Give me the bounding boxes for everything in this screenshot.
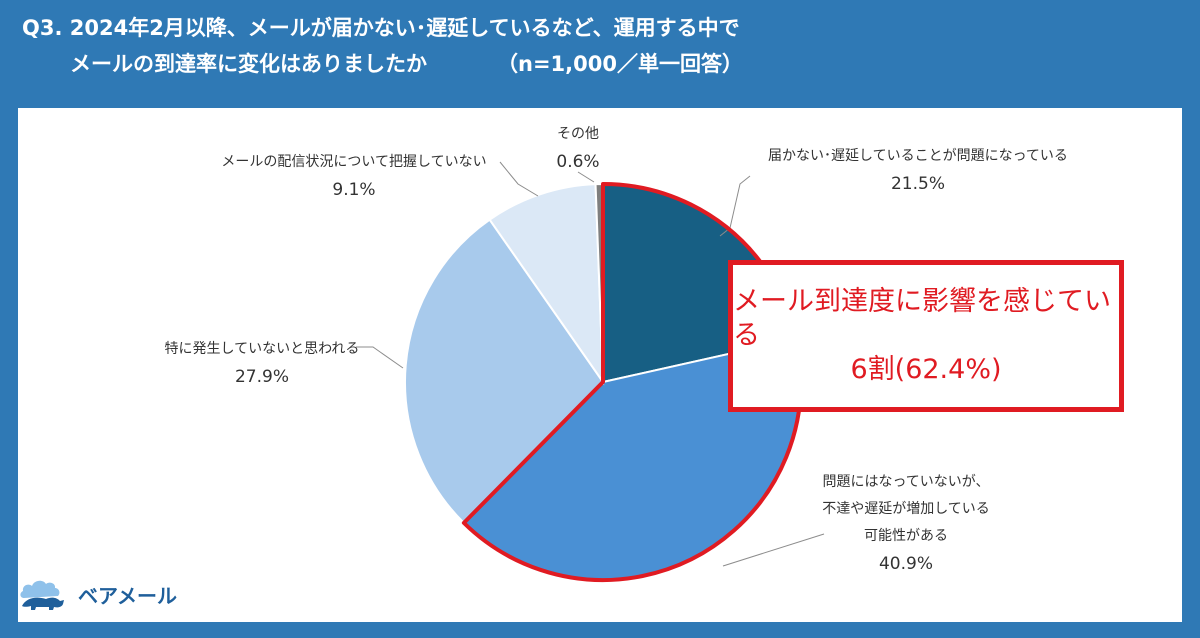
- slice-label-2-line-1: 問題にはなっていないが、: [822, 474, 989, 490]
- slice-value-4: 9.1%: [332, 180, 375, 200]
- chart-panel: 届かない･遅延していることが問題になっている 21.5% 問題にはなっていないが、不…: [18, 108, 1182, 622]
- slice-label-1: 届かない･遅延していることが問題になっている: [768, 148, 1068, 164]
- highlight-outline: [461, 182, 803, 582]
- callout-line-2: 6割(62.4%): [850, 354, 1002, 385]
- slice-value-5: 0.6%: [556, 152, 599, 172]
- slice-value-1: 21.5%: [891, 174, 945, 194]
- callout-line-1: メール到達度に影響を感じている: [733, 286, 1111, 351]
- leader-line-5: [577, 171, 595, 183]
- leader-line-4: [499, 161, 539, 197]
- bear-cloud-logo-icon: [20, 580, 64, 610]
- slice-label-4: メールの配信状況について把握していない: [221, 154, 486, 170]
- brand-logo: ベアメール: [18, 574, 177, 614]
- title-note: （n=1,000／単一回答）: [497, 52, 743, 76]
- pie-slice-4: [488, 183, 605, 386]
- leader-line-1: [719, 175, 751, 237]
- page-title: Q3. 2024年2月以降、メールが届かない･遅延しているなど、運用する中で メ…: [22, 10, 1182, 82]
- slice-label-2-line-3: 可能性がある: [864, 528, 948, 544]
- slice-label-5: その他: [557, 126, 599, 142]
- brand-name: ベアメール: [78, 583, 177, 608]
- callout-box: メール到達度に影響を感じている 6割(62.4%): [728, 260, 1124, 412]
- slice-label-2-line-2: 不達や遅延が増加している: [822, 501, 990, 517]
- slice-label-3: 特に発生していないと思われる: [165, 341, 360, 357]
- title-line-1: Q3. 2024年2月以降、メールが届かない･遅延しているなど、運用する中で: [22, 16, 740, 40]
- leader-line-3: [356, 346, 404, 369]
- slice-value-3: 27.9%: [235, 367, 289, 387]
- title-question: メールの到達率に変化はありましたか: [70, 52, 427, 76]
- leader-line-2: [722, 533, 825, 567]
- slice-value-2: 40.9%: [879, 554, 933, 574]
- pie-slice-3: [404, 218, 605, 525]
- title-line-2: メールの到達率に変化はありましたか （n=1,000／単一回答）: [22, 46, 1182, 82]
